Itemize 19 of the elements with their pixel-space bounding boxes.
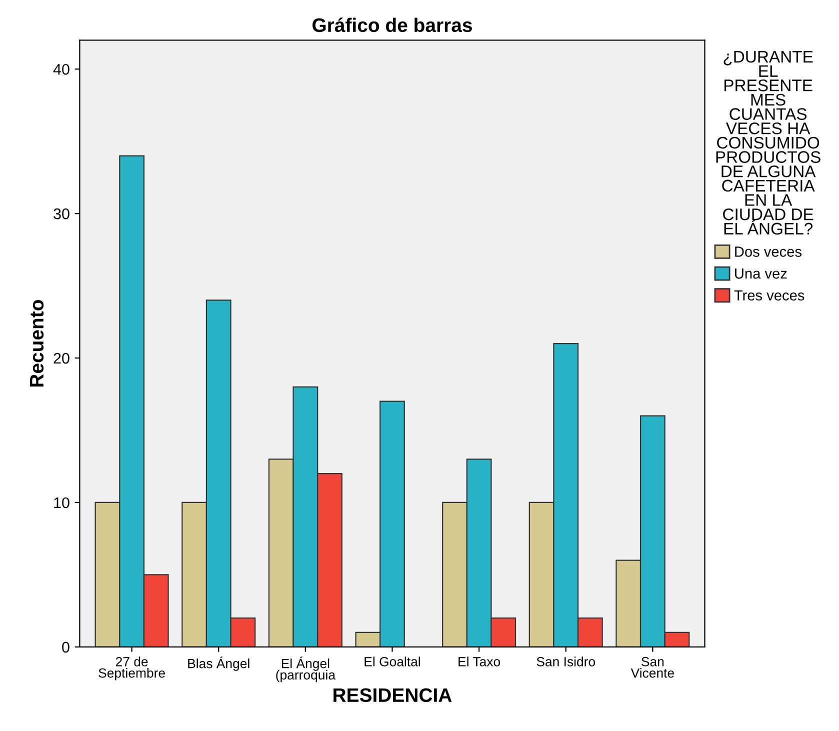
x-tick-label: El Goaltal <box>364 656 420 666</box>
x-tick-label: 27 de Septiembre <box>98 656 165 680</box>
text: ¿DURANTE EL PRESENTE MES CUANTAS VECES HA CONSUMIDO PRODUCTOS DE ALGUNA CAFETERIA EN LA CIUDAD DE EL ÁNGEL? <box>716 51 820 235</box>
x-tick-label: San Isidro <box>536 656 596 666</box>
y-axis-title: Recuento <box>30 300 44 387</box>
x-axis-title: RESIDENCIA <box>334 688 452 702</box>
legend-label: Tres veces <box>734 290 804 301</box>
y-tick-label: 40 <box>53 64 70 75</box>
legend-label: Dos veces <box>735 246 802 257</box>
y-tick-label: 10 <box>54 497 70 508</box>
legend-label: Una vez <box>735 268 787 279</box>
x-tick-label: El Ángel (parroquia <box>276 656 336 682</box>
x-tick-label: San Vicente <box>630 657 674 678</box>
y-tick-label: 0 <box>62 642 70 653</box>
y-tick-label: 30 <box>54 208 70 220</box>
x-tick-label: Blas Ángel <box>188 656 250 671</box>
chart-title: Gráfico de barras <box>312 18 472 32</box>
y-tick-label: 20 <box>54 352 70 364</box>
x-tick-label: El Taxo <box>458 656 500 666</box>
